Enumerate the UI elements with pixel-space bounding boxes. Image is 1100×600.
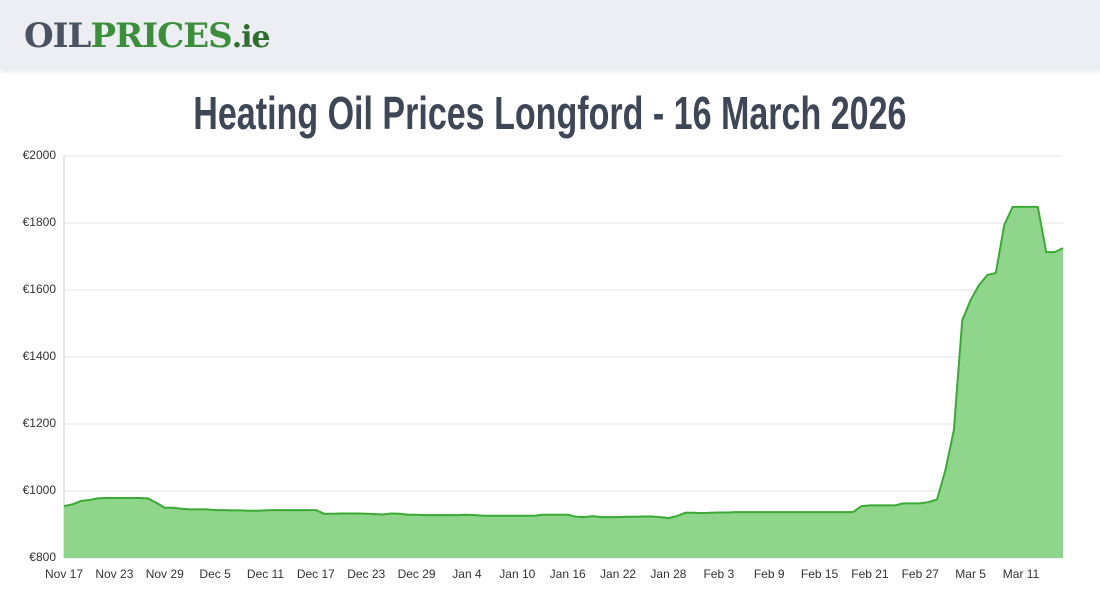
x-tick-label: Feb 21 [851, 567, 889, 581]
x-tick-label: Jan 22 [600, 567, 636, 581]
logo-part: PRICES [90, 16, 232, 56]
x-tick-label: Dec 5 [199, 567, 231, 581]
y-tick-label: €2000 [23, 148, 57, 162]
y-tick-label: €1200 [23, 416, 57, 430]
y-tick-label: €800 [29, 550, 56, 564]
x-tick-label: Mar 11 [1003, 567, 1040, 581]
y-tick-label: €1800 [23, 215, 57, 229]
y-tick-label: €1000 [23, 483, 57, 497]
x-tick-label: Mar 5 [955, 567, 986, 581]
x-tick-label: Feb 15 [801, 567, 839, 581]
y-tick-label: €1600 [23, 282, 57, 296]
area-fill [64, 206, 1063, 559]
logo-part: OIL [24, 16, 91, 56]
x-tick-label: Nov 23 [95, 567, 133, 581]
logo[interactable]: OILPRICES.ie [24, 16, 271, 56]
header: OILPRICES.ie [0, 0, 1100, 70]
x-tick-label: Nov 29 [146, 567, 184, 581]
y-tick-label: €1400 [23, 349, 57, 363]
x-tick-label: Dec 17 [297, 567, 335, 581]
chart-title: Heating Oil Prices Longford - 16 March 2… [193, 87, 907, 139]
price-line [63, 205, 1064, 520]
x-tick-label: Jan 10 [499, 567, 535, 581]
title-wrap: Heating Oil Prices Longford - 16 March 2… [0, 86, 1100, 140]
x-tick-label: Feb 9 [754, 567, 785, 581]
x-tick-label: Dec 11 [247, 567, 284, 581]
x-tick-label: Dec 29 [398, 567, 436, 581]
x-tick-label: Feb 27 [902, 567, 940, 581]
x-tick-label: Jan 4 [452, 567, 482, 581]
x-tick-label: Dec 23 [347, 567, 385, 581]
x-tick-label: Feb 3 [703, 567, 734, 581]
x-tick-label: Nov 17 [45, 567, 83, 581]
x-tick-label: Jan 16 [550, 567, 586, 581]
x-tick-label: Jan 28 [650, 567, 686, 581]
logo-part: .ie [231, 20, 271, 55]
